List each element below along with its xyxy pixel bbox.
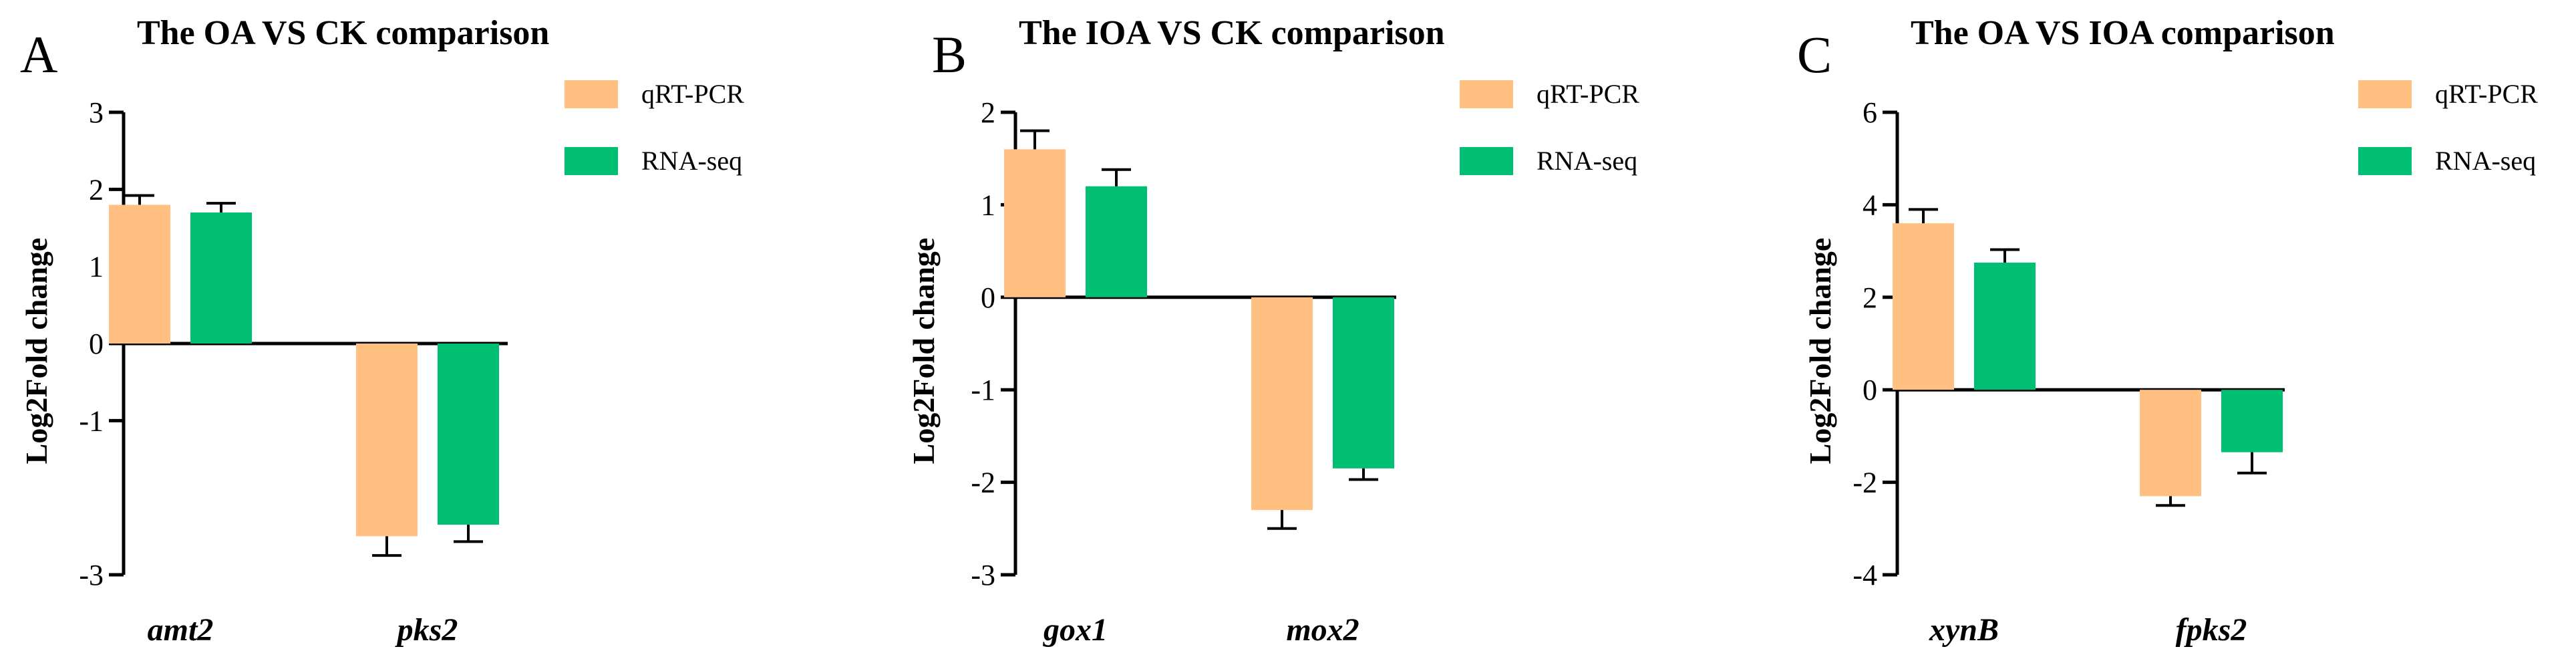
plot-area: 3 2 1 0 -1 -3 amt2 pks2	[79, 96, 508, 648]
panel-letter: B	[932, 25, 967, 84]
legend-swatch-qrt-pcr	[2358, 80, 2412, 108]
bar-qrt-pcr-amt2	[109, 205, 170, 344]
panel-c: C The OA VS IOA comparison Log2Fold chan…	[1797, 14, 2538, 648]
bar-qrt-pcr-xynB	[1893, 223, 1954, 390]
panel-letter: C	[1797, 25, 1832, 84]
chart-title: The OA VS IOA comparison	[1911, 14, 2335, 52]
bar-rna-seq-mox2	[1333, 297, 1394, 469]
y-tick-label: 3	[89, 96, 104, 129]
y-tick-label: -1	[79, 404, 104, 437]
plot-area: 2 1 0 -1 -2 -3 gox1 mox2	[971, 96, 1396, 648]
y-tick-label: 0	[1863, 374, 1877, 406]
bar-qrt-pcr-mox2	[1251, 297, 1313, 511]
legend-swatch-qrt-pcr	[1460, 80, 1513, 108]
bar-qrt-pcr-gox1	[1004, 149, 1066, 297]
bar-rna-seq-amt2	[190, 212, 252, 344]
chart-title: The OA VS CK comparison	[137, 14, 549, 52]
x-category-label: xynB	[1929, 612, 1999, 648]
legend: qRT-PCR RNA-seq	[2358, 79, 2538, 176]
y-tick-label: -4	[1853, 559, 1877, 591]
legend-label-qrt-pcr: qRT-PCR	[1537, 79, 1639, 109]
y-tick-label: 1	[981, 188, 995, 221]
legend-swatch-rna-seq	[565, 147, 618, 175]
legend: qRT-PCR RNA-seq	[1460, 79, 1639, 176]
x-category-label: amt2	[148, 612, 214, 648]
plot-area: 6 4 2 0 -2 -4 xynB fpks2	[1853, 96, 2285, 648]
y-tick-label: 1	[89, 251, 104, 283]
legend-swatch-rna-seq	[2358, 147, 2412, 175]
y-axis-label: Log2Fold change	[907, 238, 941, 465]
panel-b: B The IOA VS CK comparison Log2Fold chan…	[907, 14, 1639, 648]
legend-label-rna-seq: RNA-seq	[1537, 146, 1637, 176]
bar-qrt-pcr-pks2	[356, 344, 418, 537]
panel-letter: A	[20, 25, 57, 84]
legend-label-rna-seq: RNA-seq	[641, 146, 742, 176]
bar-qrt-pcr-fpks2	[2140, 390, 2201, 497]
bar-rna-seq-pks2	[438, 344, 499, 525]
y-tick-label: 0	[89, 327, 104, 360]
y-tick-label: -3	[79, 559, 104, 591]
y-axis-label: Log2Fold change	[19, 238, 53, 465]
x-category-label: pks2	[395, 612, 458, 648]
y-tick-label: -2	[971, 467, 995, 499]
y-tick-label: 2	[981, 96, 995, 129]
chart-title: The IOA VS CK comparison	[1019, 14, 1445, 52]
y-tick-label: -1	[971, 374, 995, 406]
bar-rna-seq-fpks2	[2221, 390, 2283, 452]
y-tick-label: -2	[1853, 467, 1877, 499]
y-axis-label: Log2Fold change	[1803, 238, 1837, 465]
x-category-label: fpks2	[2176, 612, 2247, 648]
bar-rna-seq-xynB	[1974, 262, 2036, 390]
y-tick-label: 0	[981, 281, 995, 314]
legend-swatch-qrt-pcr	[565, 80, 618, 108]
y-tick-label: 4	[1863, 188, 1877, 221]
y-tick-label: 2	[89, 173, 104, 206]
legend-swatch-rna-seq	[1460, 147, 1513, 175]
x-category-label: gox1	[1043, 612, 1108, 648]
y-tick-label: 6	[1863, 96, 1877, 129]
y-tick-label: -3	[971, 559, 995, 591]
legend-label-qrt-pcr: qRT-PCR	[2435, 79, 2538, 109]
y-tick-label: 2	[1863, 281, 1877, 314]
x-category-label: mox2	[1286, 612, 1359, 648]
panel-a: A The OA VS CK comparison Log2Fold chang…	[19, 14, 744, 648]
bar-rna-seq-gox1	[1086, 186, 1147, 297]
legend-label-rna-seq: RNA-seq	[2435, 146, 2536, 176]
legend: qRT-PCR RNA-seq	[565, 79, 744, 176]
legend-label-qrt-pcr: qRT-PCR	[641, 79, 744, 109]
